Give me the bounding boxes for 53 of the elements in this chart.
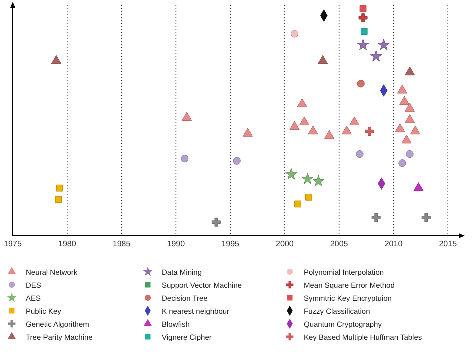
x-tick-label: 1985	[112, 240, 132, 249]
point	[312, 175, 325, 187]
point	[406, 150, 414, 158]
point	[360, 6, 367, 12]
point	[397, 84, 408, 94]
point	[398, 160, 406, 168]
point	[242, 128, 254, 137]
point	[51, 55, 62, 64]
point	[318, 55, 328, 64]
point	[357, 80, 365, 88]
x-tick-label: 1990	[167, 240, 186, 249]
point	[212, 218, 221, 227]
point	[286, 168, 298, 180]
point	[181, 155, 189, 163]
point	[356, 150, 364, 158]
point	[410, 126, 421, 135]
point	[395, 124, 406, 132]
x-tick-label: 2000	[276, 240, 294, 249]
point	[294, 200, 302, 208]
point	[342, 126, 352, 135]
point	[290, 121, 300, 130]
point	[378, 39, 390, 50]
point	[402, 134, 412, 144]
point	[360, 28, 368, 36]
point	[297, 98, 308, 108]
x-tick-label: 1995	[222, 240, 240, 249]
point	[305, 194, 312, 201]
point	[56, 184, 64, 192]
point	[302, 173, 314, 184]
x-tick-label: 1980	[58, 240, 77, 249]
point	[182, 112, 192, 121]
x-tick-label: 1975	[4, 240, 22, 249]
point	[233, 157, 241, 165]
point	[299, 116, 310, 126]
point	[414, 182, 424, 192]
point	[308, 126, 318, 135]
point	[422, 213, 431, 222]
point	[55, 196, 62, 204]
point	[357, 39, 370, 50]
x-tick-label: 2015	[439, 240, 458, 249]
point	[404, 66, 416, 76]
x-tick-label: 2010	[384, 240, 404, 249]
point	[404, 103, 416, 112]
point	[350, 116, 360, 126]
x-tick-label: 2005	[330, 240, 349, 249]
point	[324, 130, 335, 140]
point	[365, 127, 374, 136]
point	[400, 96, 410, 106]
point	[372, 213, 381, 222]
point	[404, 114, 416, 124]
point	[358, 14, 368, 23]
point	[370, 50, 382, 62]
point	[290, 30, 299, 38]
